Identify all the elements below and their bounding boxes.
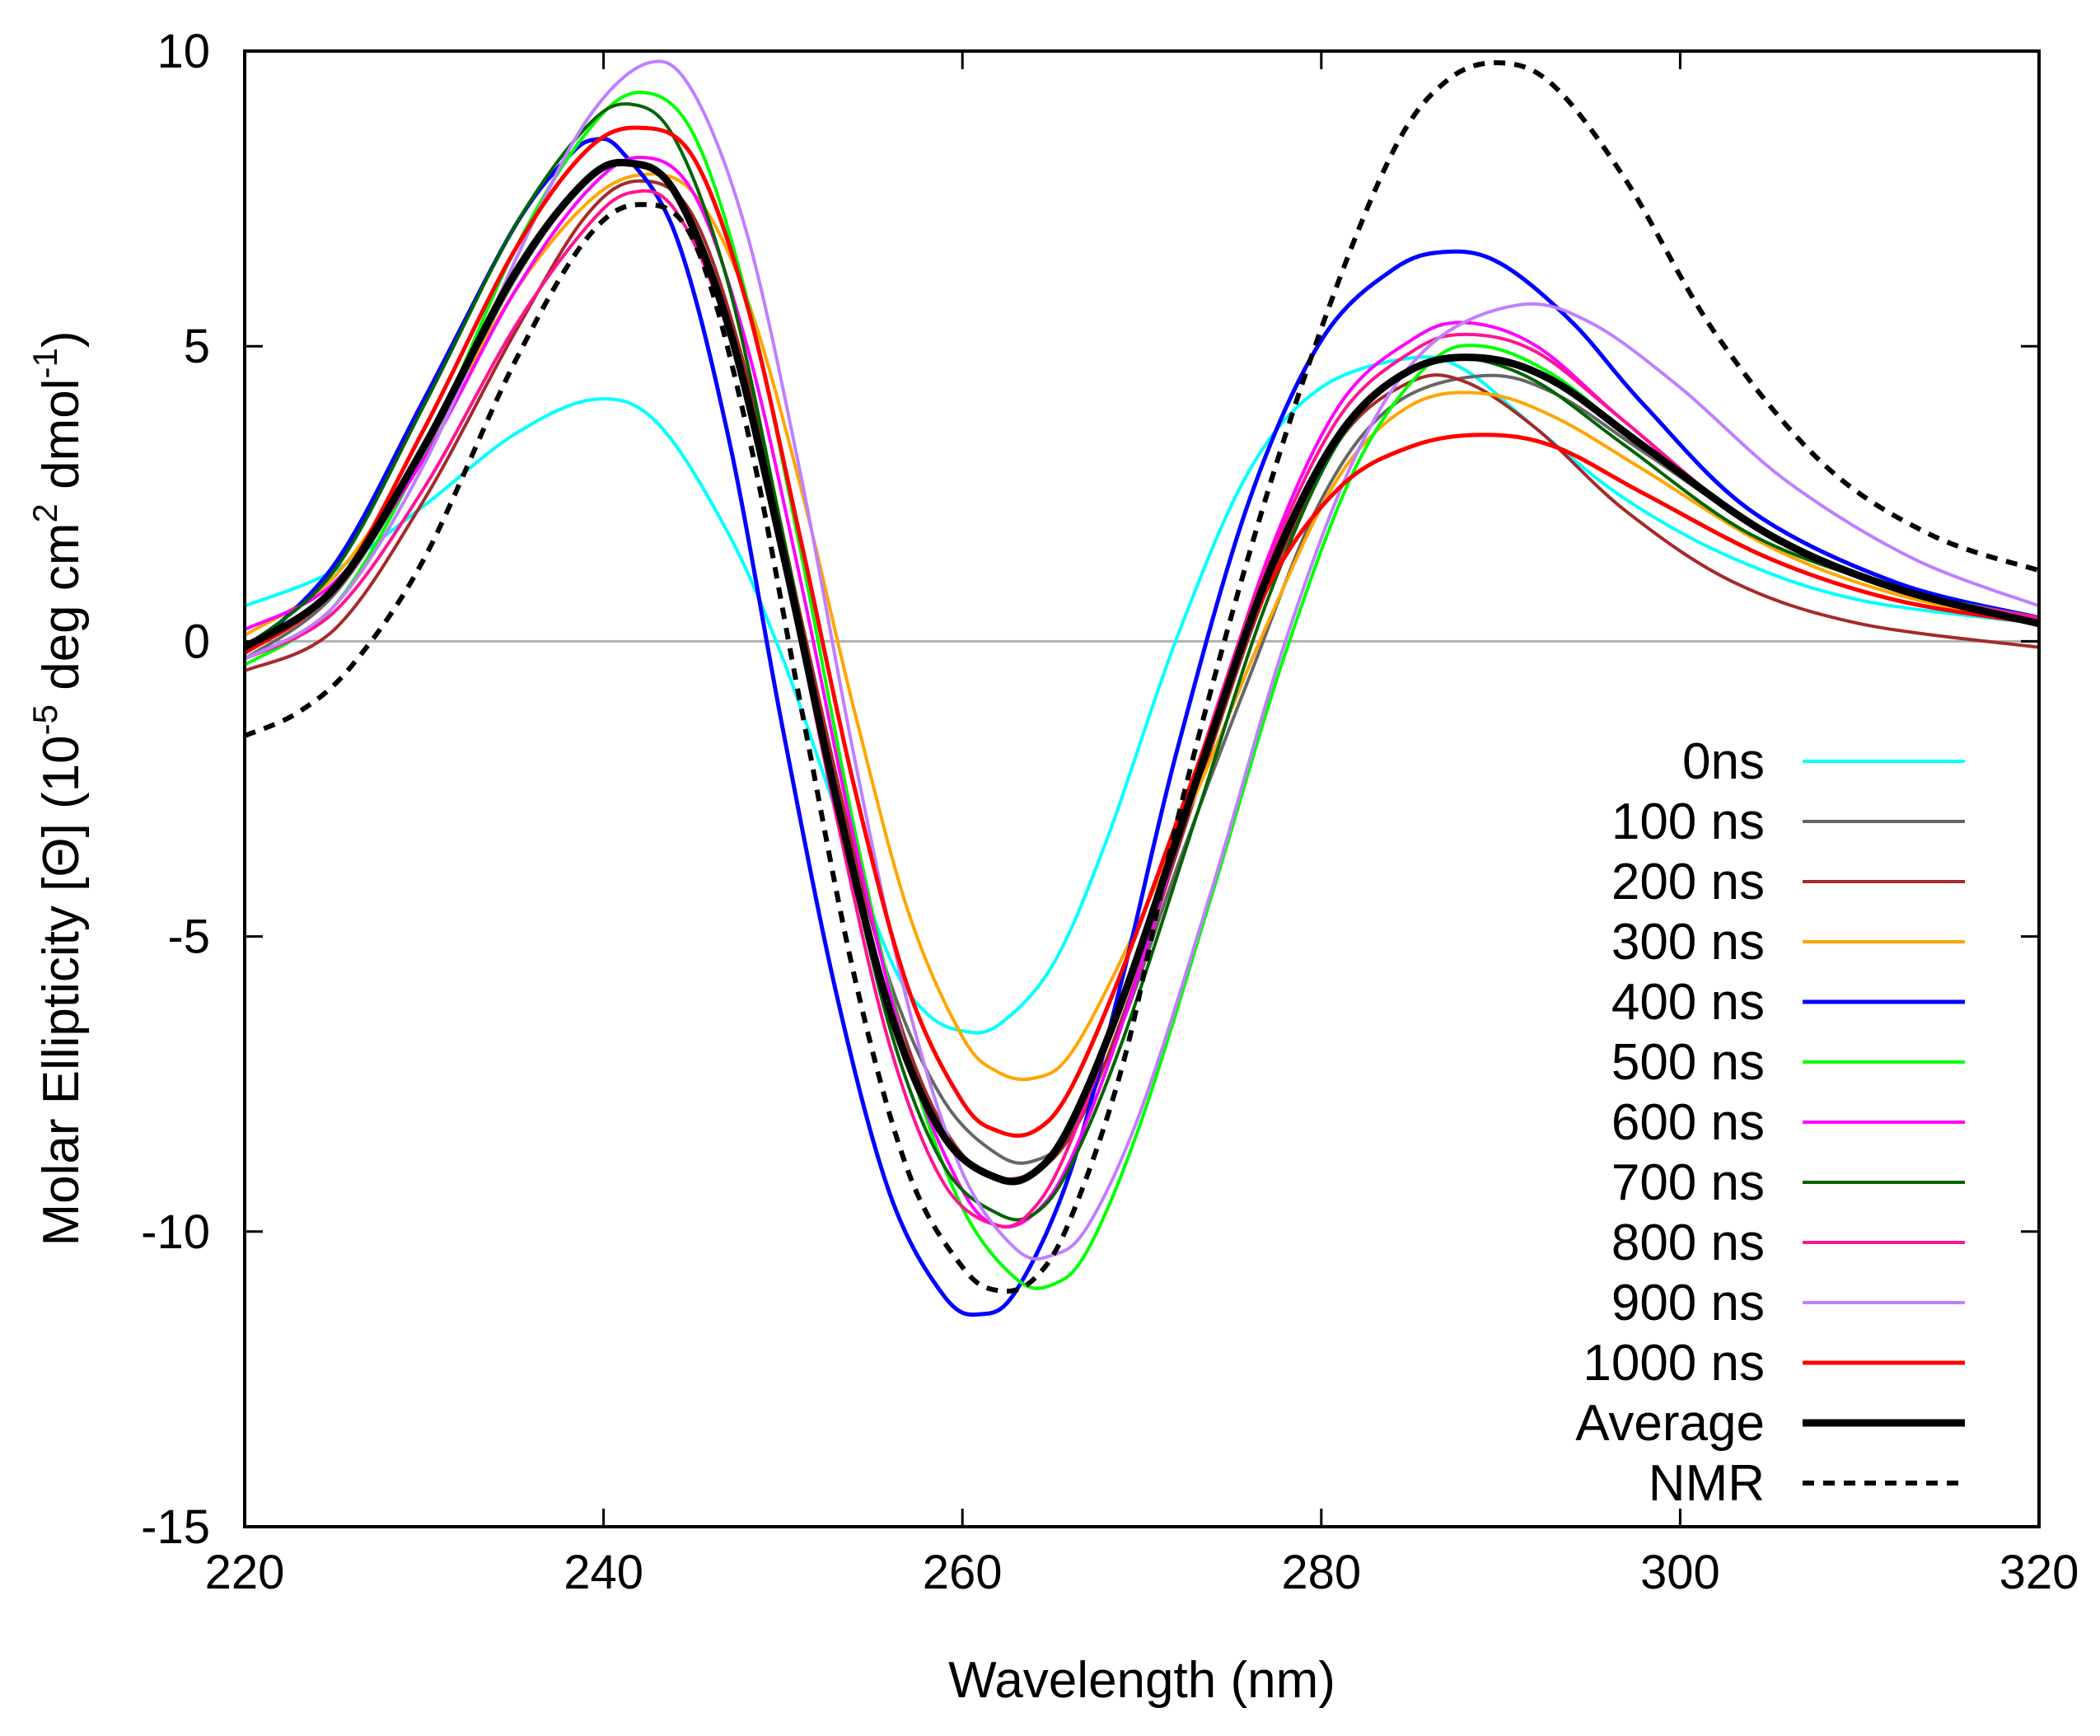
legend-label-4: 400 ns — [1611, 974, 1765, 1031]
legend-label-9: 900 ns — [1611, 1275, 1765, 1331]
series-line-3 — [245, 172, 2039, 1082]
y-axis-title: Molar Ellipticity [Θ] (10-5 deg cm2 dmol… — [26, 330, 90, 1246]
y-tick-label: 10 — [157, 25, 210, 78]
legend-label-1: 100 ns — [1611, 793, 1765, 850]
x-tick-label: 300 — [1640, 1546, 1720, 1599]
series-line-8 — [245, 189, 2039, 1228]
y-axis-title-end: ) — [33, 330, 90, 348]
legend-label-3: 300 ns — [1611, 914, 1765, 971]
series-line-11 — [245, 158, 2039, 1186]
legend-label-8: 800 ns — [1611, 1214, 1765, 1271]
series-line-12 — [245, 60, 2039, 1294]
series-line-4 — [245, 136, 2039, 1317]
legend-label-5: 500 ns — [1611, 1034, 1765, 1091]
y-axis-title-exp3: -1 — [26, 348, 64, 378]
x-tick-label: 280 — [1281, 1546, 1361, 1599]
x-tick-label: 240 — [564, 1546, 643, 1599]
y-axis-title-exp2: 2 — [26, 503, 64, 522]
y-tick-label: 0 — [184, 615, 210, 668]
y-axis-title-mid: deg cm — [33, 522, 90, 704]
x-tick-label: 220 — [205, 1546, 285, 1599]
y-tick-label: -15 — [141, 1500, 210, 1554]
x-tick-label: 260 — [923, 1546, 1003, 1599]
x-tick-label: 320 — [1999, 1546, 2079, 1599]
legend-label-6: 600 ns — [1611, 1094, 1765, 1151]
y-axis-title-unit: dmol — [33, 378, 90, 503]
legend-label-12: NMR — [1649, 1455, 1765, 1512]
y-axis-title-main: Molar Ellipticity [Θ] (10 — [33, 735, 90, 1246]
legend-label-2: 200 ns — [1611, 854, 1765, 910]
y-tick-label: -5 — [167, 910, 210, 964]
y-axis-title-exp1: -5 — [26, 704, 64, 735]
legend-label-10: 1000 ns — [1583, 1335, 1765, 1392]
series-layer — [245, 59, 2039, 1317]
y-tick-label: -10 — [141, 1205, 210, 1259]
plot-frame — [243, 49, 2041, 1528]
series-line-10 — [245, 125, 2039, 1138]
legend-label-0: 0ns — [1682, 733, 1765, 790]
legend-label-11: Average — [1575, 1395, 1765, 1452]
series-line-7 — [245, 102, 2039, 1222]
x-axis-title: Wavelength (nm) — [948, 1652, 1335, 1709]
y-tick-label: 5 — [184, 320, 210, 373]
series-line-9 — [245, 59, 2039, 1261]
series-line-5 — [245, 91, 2039, 1290]
ticks-layer: 220 240 260 280 300 320 -15 -10 -5 0 5 10 — [141, 25, 2079, 1599]
legend-label-7: 700 ns — [1611, 1154, 1765, 1211]
